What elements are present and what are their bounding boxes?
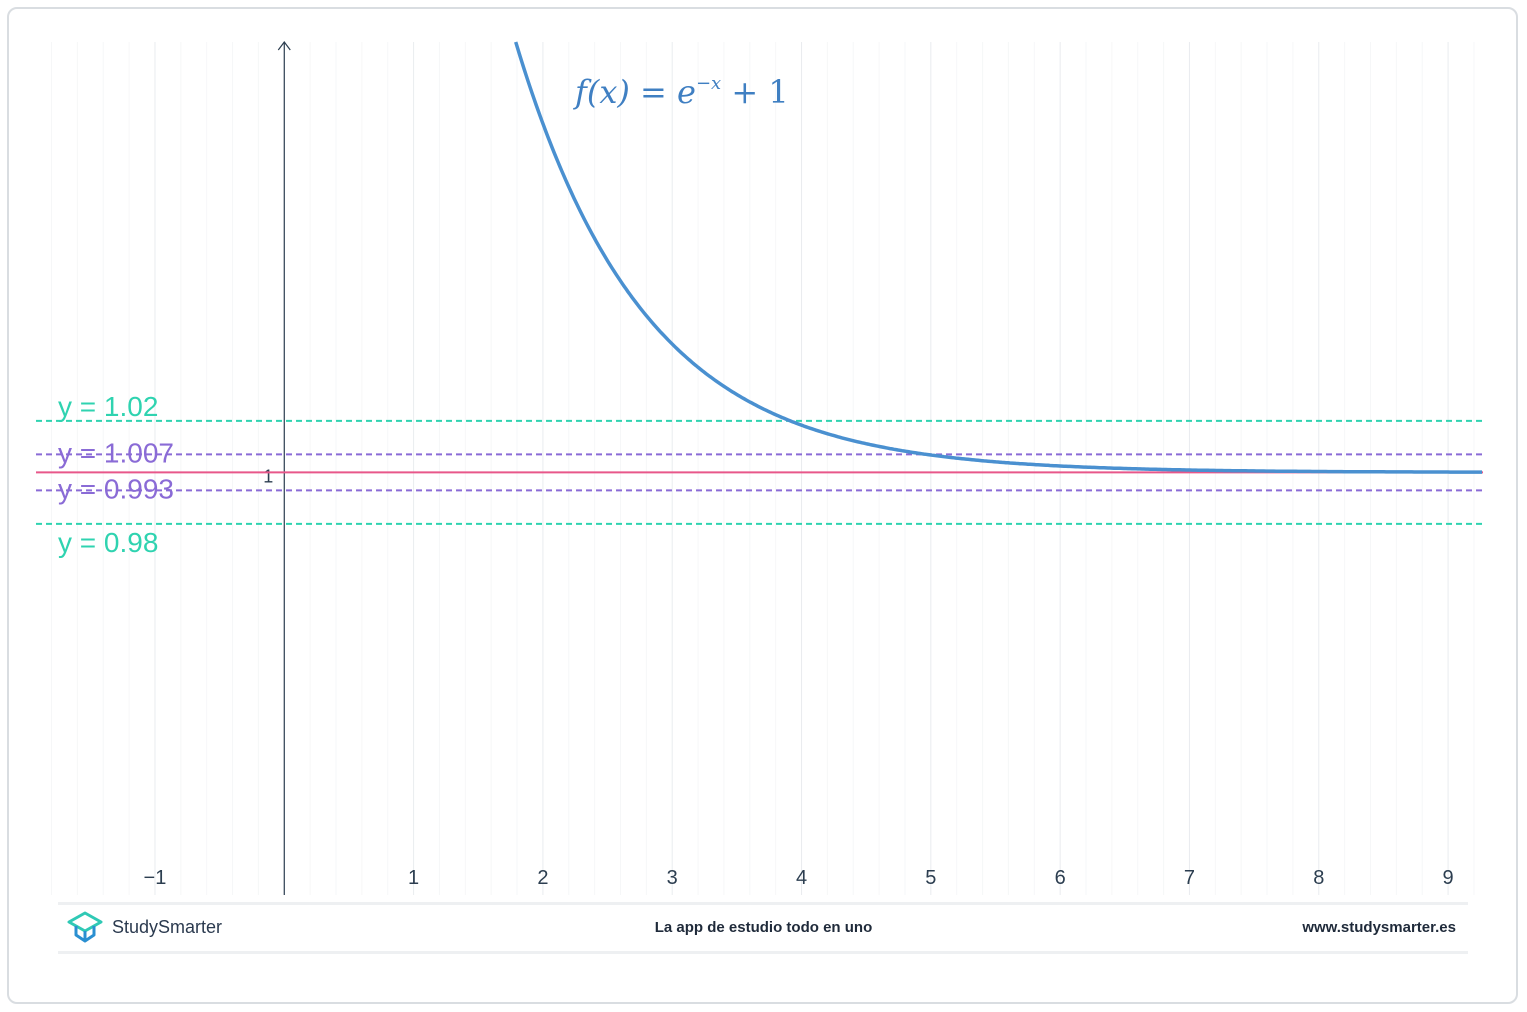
x-tick-label: 7 bbox=[1184, 867, 1195, 889]
reference-line-label: y = 0.98 bbox=[58, 527, 158, 558]
brand-name: StudySmarter bbox=[112, 916, 223, 937]
chart-title-part: + 1 bbox=[721, 73, 789, 111]
reference-line-label: y = 1.02 bbox=[58, 391, 158, 422]
x-tick-label: 3 bbox=[667, 867, 678, 889]
y-tick-label: 1 bbox=[263, 466, 273, 486]
website-url: www.studysmarter.es bbox=[1302, 919, 1456, 936]
x-tick-label: 9 bbox=[1443, 867, 1454, 889]
x-tick-label: 1 bbox=[408, 867, 419, 889]
tagline: La app de estudio todo en uno bbox=[654, 919, 873, 936]
x-tick-label: 2 bbox=[537, 867, 548, 889]
y-axis-arrow-icon bbox=[277, 41, 291, 51]
brand-logo: StudySmarter bbox=[66, 910, 222, 944]
reference-line-label: y = 1.007 bbox=[58, 437, 174, 468]
x-tick-label: 6 bbox=[1055, 867, 1066, 889]
chart-title-part: = bbox=[630, 73, 677, 111]
x-tick-label: −1 bbox=[144, 867, 167, 889]
chart-title-part: f(x) bbox=[573, 73, 630, 111]
reference-line-label: y = 0.993 bbox=[58, 473, 174, 504]
function-curve bbox=[514, 41, 1482, 474]
x-tick-label: 8 bbox=[1313, 867, 1324, 889]
studysmarter-logo-icon bbox=[67, 911, 103, 943]
footer-divider-bottom bbox=[58, 951, 1468, 954]
footer-divider-top bbox=[58, 902, 1468, 905]
figure-frame bbox=[7, 7, 1518, 1004]
x-tick-label: 5 bbox=[925, 867, 936, 889]
x-tick-label: 4 bbox=[796, 867, 807, 889]
chart-title: f(x) = e−x + 1 bbox=[573, 73, 789, 111]
chart-title-part: e bbox=[677, 73, 696, 111]
chart-title-part: −x bbox=[696, 73, 721, 94]
